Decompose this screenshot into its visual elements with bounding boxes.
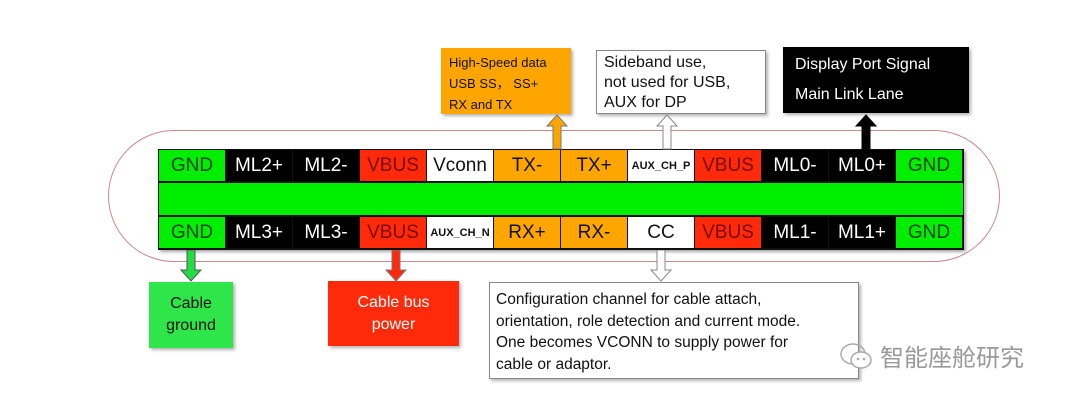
callout-line: Cable — [170, 295, 212, 312]
callout-line: USB SS， SS+ — [449, 76, 539, 91]
pin-ml2-cell: ML2+ — [226, 150, 292, 181]
pin-cc-cell: CC — [628, 217, 694, 248]
callout-line: orientation, role detection and current … — [496, 312, 801, 330]
watermark-text: 智能座舱研究 — [880, 345, 1024, 372]
wechat-icon — [840, 342, 872, 369]
pin-vbus-cell: VBUS — [360, 217, 426, 248]
ground-callout: Cable ground — [149, 282, 233, 348]
pin-aux-ch-n-cell: AUX_CH_N — [427, 217, 493, 248]
down-arrow-icon — [650, 250, 672, 282]
up-arrow-icon — [656, 114, 678, 150]
pin-gnd-cell: GND — [159, 217, 225, 248]
callout-line: cable or adaptor. — [496, 355, 612, 373]
sideband-callout: Sideband use, not used for USB, AUX for … — [596, 50, 766, 114]
pin-gnd-cell: GND — [896, 217, 962, 248]
callout-line: One becomes VCONN to supply power for — [496, 334, 789, 351]
pin-vbus-cell: VBUS — [695, 217, 761, 248]
center-ground-plate — [159, 183, 963, 215]
pin-tx-cell: TX+ — [561, 150, 627, 181]
bottom-pin-row: GND ML3+ ML3- VBUS AUX_CH_N RX+ RX- CC VBUS ML1- M… — [159, 217, 962, 248]
callout-line: High-Speed data — [449, 55, 547, 70]
pin-ml0-cell: ML0- — [762, 150, 828, 181]
pin-ml1-cell: ML1- — [762, 217, 828, 248]
callout-line: ground — [166, 317, 216, 334]
callout-line: RX and TX — [449, 97, 513, 112]
callout-line: power — [371, 315, 416, 333]
pin-vbus-cell: VBUS — [695, 150, 761, 181]
high-speed-callout: High-Speed data USB SS， SS+ RX and TX — [441, 48, 571, 114]
up-arrow-icon — [855, 114, 877, 150]
pin-ml3-cell: ML3+ — [226, 217, 292, 248]
top-pin-row: GND ML2+ ML2- VBUS Vconn TX- TX+ AUX_CH_P VBUS ML… — [159, 150, 962, 181]
pin-gnd-cell: GND — [896, 150, 962, 181]
pin-grid: GND ML2+ ML2- VBUS Vconn TX- TX+ AUX_CH_P VBUS ML… — [158, 149, 964, 250]
pin-ml2-cell: ML2- — [293, 150, 359, 181]
pin-aux-ch-p-cell: AUX_CH_P — [628, 150, 694, 181]
power-callout: Cable bus power — [328, 281, 459, 346]
watermark: 智能座舱研究 — [838, 338, 1024, 373]
callout-line: Display Port Signal — [795, 56, 931, 73]
callout-line: not used for USB, — [604, 74, 731, 91]
down-arrow-icon — [180, 250, 202, 282]
displayport-callout: Display Port Signal Main Link Lane — [783, 47, 969, 113]
callout-line: Main Link Lane — [795, 86, 904, 103]
up-arrow-icon — [546, 114, 568, 150]
pin-tx-cell: TX- — [494, 150, 560, 181]
pin-ml0-cell: ML0+ — [829, 150, 895, 181]
pin-ml3-cell: ML3- — [293, 217, 359, 248]
down-arrow-icon — [385, 250, 407, 282]
pin-gnd-cell: GND — [159, 150, 225, 181]
callout-line: Configuration channel for cable attach, — [496, 291, 762, 308]
callout-line: AUX for DP — [604, 94, 687, 111]
callout-line: Sideband use, — [604, 54, 707, 71]
pin-ml1-cell: ML1+ — [829, 217, 895, 248]
cc-callout: Configuration channel for cable attach, … — [489, 282, 859, 379]
callout-line: Cable bus — [357, 293, 430, 311]
pin-rx-cell: RX+ — [494, 217, 560, 248]
pin-vconn-cell: Vconn — [427, 150, 493, 181]
pin-rx-cell: RX- — [561, 217, 627, 248]
pin-vbus-cell: VBUS — [360, 150, 426, 181]
